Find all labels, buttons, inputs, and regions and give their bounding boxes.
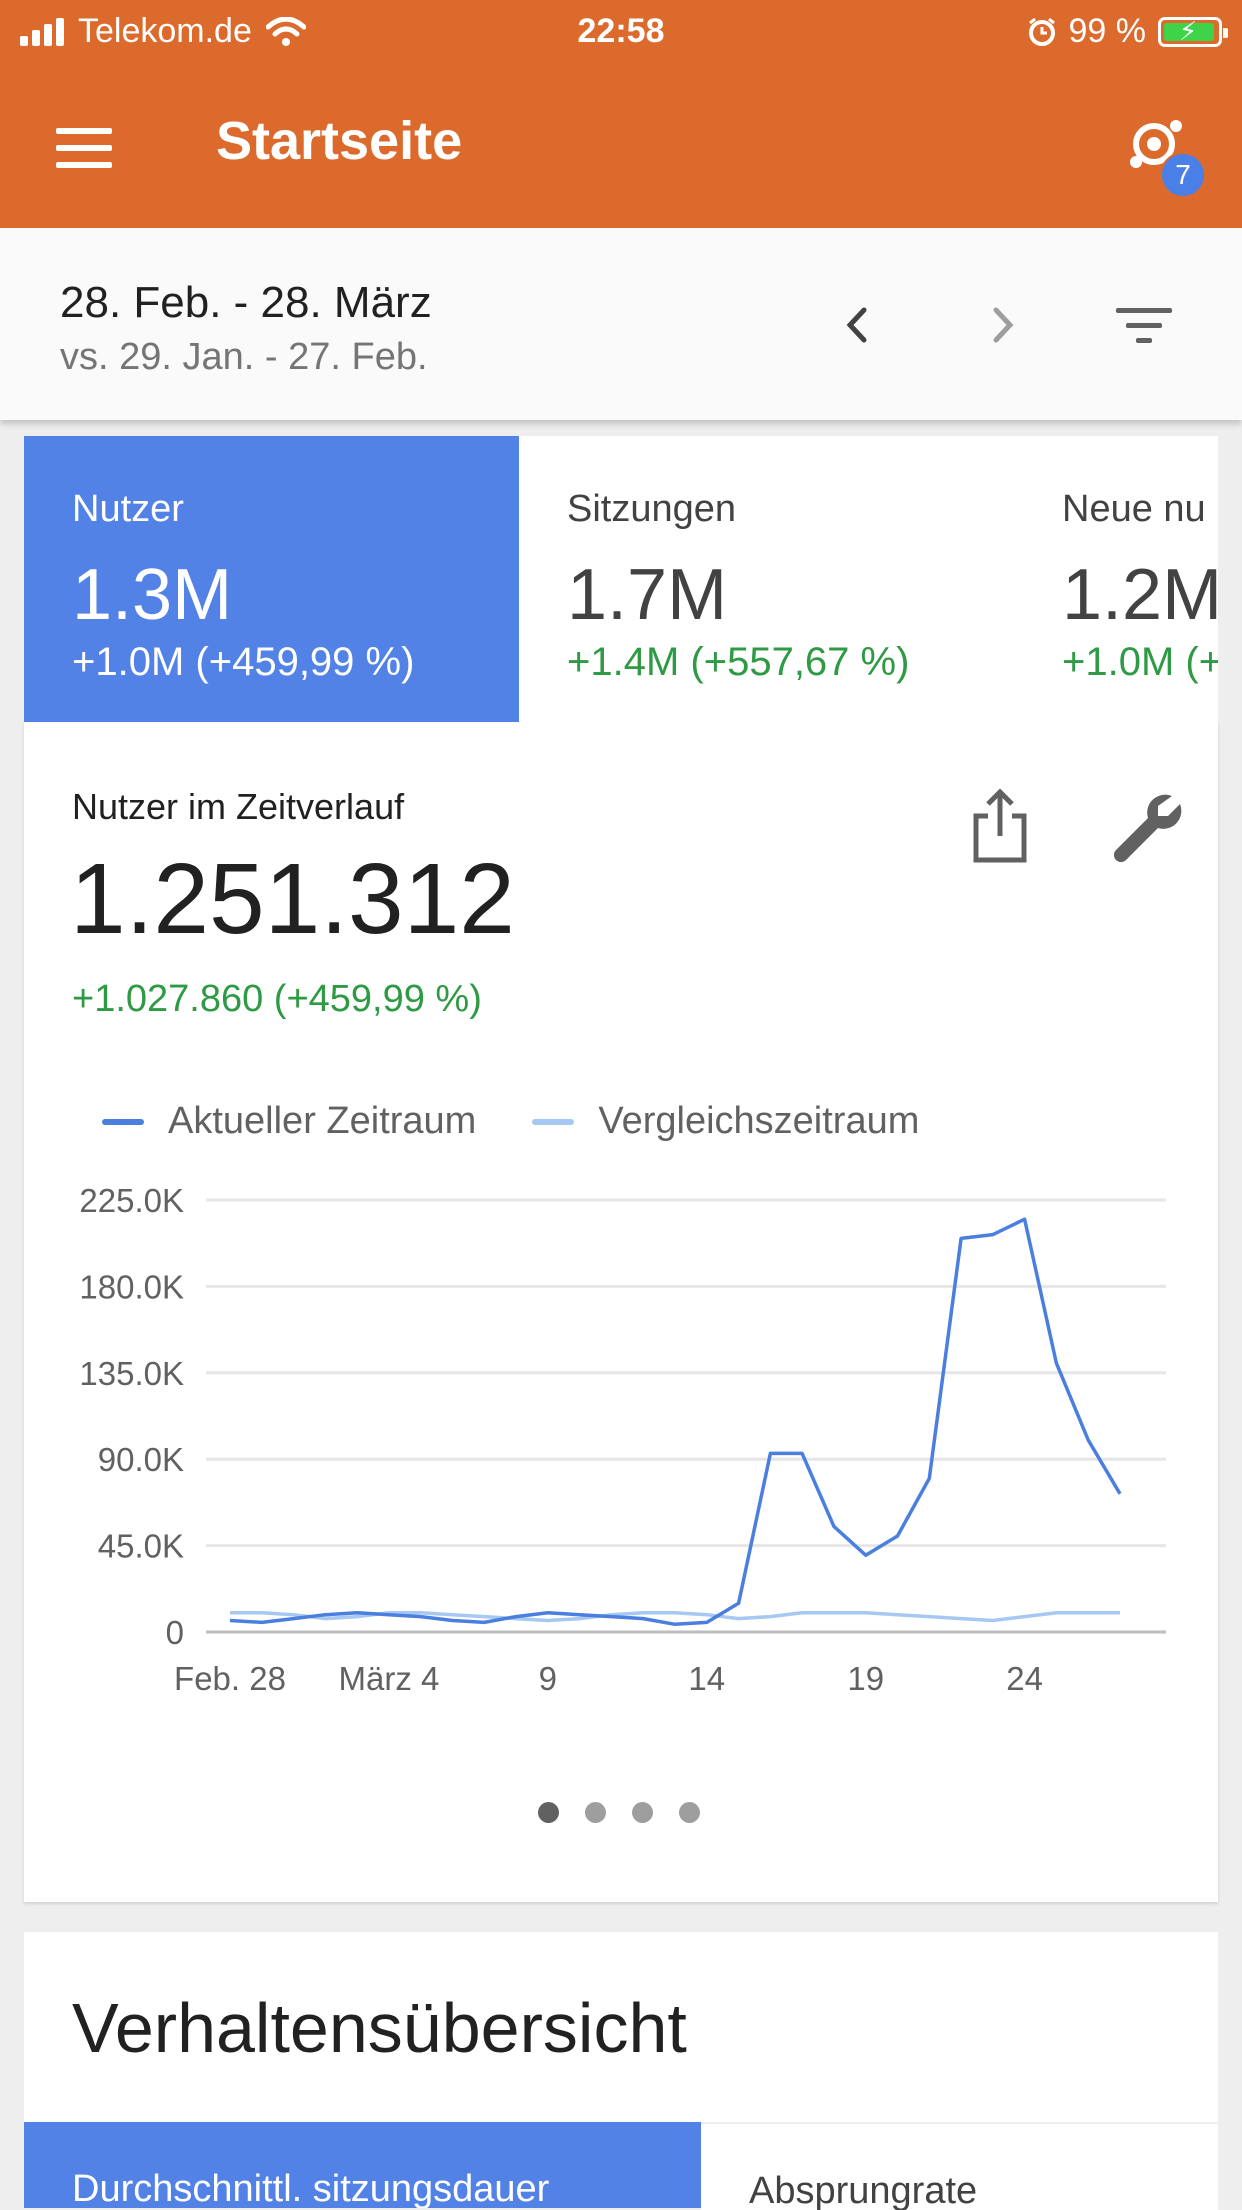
menu-icon[interactable]: [56, 128, 112, 168]
metric-tile-nutzer[interactable]: Nutzer 1.3M +1.0M (+459,99 %): [24, 436, 519, 722]
page-dot-2[interactable]: [585, 1802, 606, 1823]
status-bar: Telekom.de 22:58 99 % ⚡: [0, 0, 1242, 64]
alarm-icon: [1028, 17, 1055, 46]
x-tick-label: Feb. 28: [174, 1660, 286, 1697]
legend-swatch-current: [102, 1118, 144, 1125]
legend-label-current: Aktueller Zeitraum: [168, 1100, 477, 1142]
date-range-current[interactable]: 28. Feb. - 28. März: [60, 278, 432, 327]
y-tick-label: 225.0K: [79, 1182, 184, 1219]
share-icon[interactable]: [968, 786, 1032, 866]
behavior-overview-card: Verhaltensübersicht Durchschnittl. sitzu…: [24, 1932, 1218, 2210]
y-tick-label: 90.0K: [98, 1441, 184, 1478]
card-delta: +1.027.860 (+459,99 %): [72, 978, 482, 1020]
metric-tile-neue-nutzer[interactable]: Neue nu 1.2M +1.0M (+: [1014, 436, 1218, 722]
x-tick-label: 14: [688, 1660, 725, 1697]
card-total: 1.251.312: [70, 843, 515, 955]
app-header: Telekom.de 22:58 99 % ⚡ Startseite: [0, 0, 1242, 228]
users-line-chart[interactable]: 225.0K 180.0K 135.0K 90.0K 45.0K 0 Feb. 28 März…: [24, 1162, 1218, 1722]
metric-change: +1.4M (+557,67 %): [567, 640, 910, 684]
wrench-icon[interactable]: [1110, 788, 1186, 864]
tab-label: Absprungrate: [749, 2170, 978, 2210]
filter-icon[interactable]: [1116, 300, 1176, 350]
insights-icon[interactable]: [1126, 112, 1190, 176]
tab-avg-session-duration[interactable]: Durchschnittl. sitzungsdauer: [24, 2122, 701, 2208]
legend-swatch-comparison: [532, 1118, 575, 1125]
users-over-time-card: Nutzer im Zeitverlauf 1.251.312 +1.027.8…: [24, 722, 1218, 1902]
metric-label: Neue nu: [1062, 488, 1206, 530]
legend-label-comparison: Vergleichszeitraum: [598, 1100, 920, 1142]
x-tick-label: 19: [847, 1660, 884, 1697]
x-tick-label: 9: [539, 1660, 557, 1697]
metric-tiles: Nutzer 1.3M +1.0M (+459,99 %) Sitzungen …: [24, 436, 1218, 724]
wifi-icon: [265, 16, 306, 46]
behavior-title: Verhaltensübersicht: [72, 1989, 687, 2067]
chart-legend: Aktueller Zeitraum Vergleichszeitraum: [102, 1100, 975, 1143]
page-dot-4[interactable]: [679, 1802, 700, 1823]
date-range-bar[interactable]: 28. Feb. - 28. März vs. 29. Jan. - 27. F…: [0, 228, 1242, 420]
tab-label: Durchschnittl. sitzungsdauer: [72, 2168, 550, 2208]
clock: 22:58: [577, 12, 665, 50]
metric-value: 1.7M: [567, 555, 728, 635]
carousel-page-indicator[interactable]: [538, 1802, 700, 1823]
page-dot-3[interactable]: [632, 1802, 653, 1823]
card-title: Nutzer im Zeitverlauf: [72, 786, 405, 827]
cellular-signal-icon: [20, 17, 64, 46]
metric-label: Nutzer: [72, 488, 184, 530]
y-tick-label: 0: [166, 1614, 184, 1651]
series-line-current: [229, 1217, 1122, 1627]
x-tick-label: März 4: [338, 1660, 439, 1697]
insights-count-badge: 7: [1160, 152, 1206, 198]
y-tick-label: 135.0K: [79, 1355, 184, 1392]
x-tick-label: 24: [1006, 1660, 1043, 1697]
y-tick-label: 45.0K: [98, 1528, 184, 1565]
legend-item-current: Aktueller Zeitraum: [102, 1100, 476, 1143]
date-range-comparison[interactable]: vs. 29. Jan. - 27. Feb.: [60, 336, 428, 378]
y-tick-label: 180.0K: [79, 1268, 184, 1305]
page-title: Startseite: [216, 111, 463, 171]
legend-item-comparison: Vergleichszeitraum: [532, 1100, 919, 1143]
metric-value: 1.3M: [72, 555, 233, 635]
chevron-right-icon[interactable]: [978, 300, 1028, 350]
metric-tile-sitzungen[interactable]: Sitzungen 1.7M +1.4M (+557,67 %): [519, 436, 1014, 722]
battery-charging-icon: ⚡: [1158, 16, 1228, 47]
metric-value: 1.2M: [1062, 555, 1218, 635]
page-dot-1[interactable]: [538, 1802, 559, 1823]
metric-change: +1.0M (+: [1062, 640, 1218, 684]
tab-bounce-rate[interactable]: Absprungrate: [701, 2122, 1218, 2210]
chevron-left-icon[interactable]: [832, 300, 882, 350]
metric-change: +1.0M (+459,99 %): [72, 640, 415, 684]
carrier-name: Telekom.de: [78, 12, 252, 50]
metric-label: Sitzungen: [567, 488, 737, 530]
battery-percent: 99 %: [1068, 12, 1147, 50]
